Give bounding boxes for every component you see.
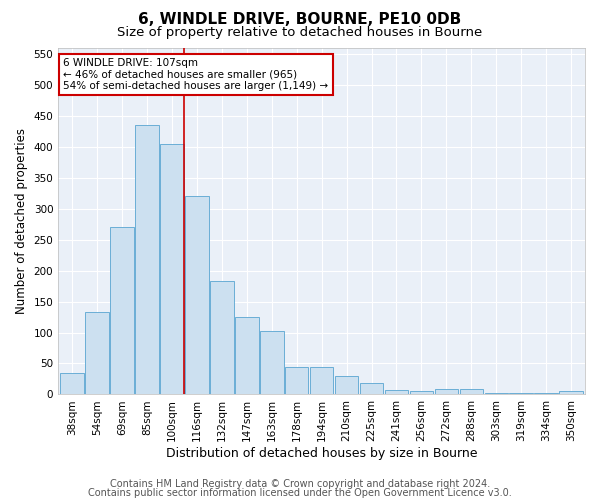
Bar	[260, 330, 284, 394]
X-axis label: Distribution of detached houses by size in Bourne: Distribution of detached houses by size …	[166, 447, 478, 460]
Text: Contains HM Land Registry data © Crown copyright and database right 2024.: Contains HM Land Registry data © Crown c…	[110, 479, 490, 489]
Bar	[359, 384, 383, 394]
Text: Contains public sector information licensed under the Open Government Licence v3: Contains public sector information licen…	[88, 488, 512, 498]
Bar	[235, 317, 259, 394]
Bar	[60, 373, 84, 394]
Text: Size of property relative to detached houses in Bourne: Size of property relative to detached ho…	[118, 26, 482, 39]
Bar	[385, 390, 409, 394]
Bar	[485, 392, 508, 394]
Bar	[210, 281, 233, 394]
Bar	[460, 389, 483, 394]
Text: 6, WINDLE DRIVE, BOURNE, PE10 0DB: 6, WINDLE DRIVE, BOURNE, PE10 0DB	[139, 12, 461, 28]
Bar	[85, 312, 109, 394]
Bar	[535, 392, 558, 394]
Bar	[285, 366, 308, 394]
Bar	[434, 389, 458, 394]
Bar	[185, 196, 209, 394]
Bar	[509, 392, 533, 394]
Bar	[335, 376, 358, 394]
Bar	[110, 227, 134, 394]
Bar	[310, 366, 334, 394]
Bar	[559, 392, 583, 394]
Text: 6 WINDLE DRIVE: 107sqm
← 46% of detached houses are smaller (965)
54% of semi-de: 6 WINDLE DRIVE: 107sqm ← 46% of detached…	[64, 58, 329, 91]
Y-axis label: Number of detached properties: Number of detached properties	[15, 128, 28, 314]
Bar	[160, 144, 184, 394]
Bar	[410, 392, 433, 394]
Bar	[135, 125, 158, 394]
